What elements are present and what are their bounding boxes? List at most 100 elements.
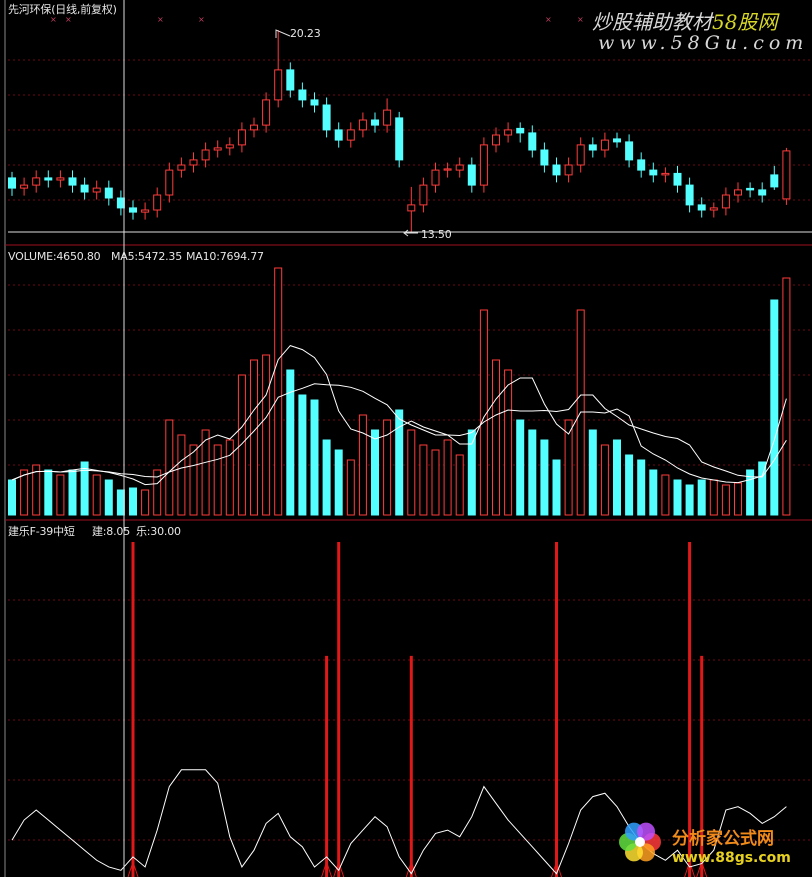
indicator-le-value: 乐:30.00 — [136, 525, 181, 538]
logo-center — [635, 837, 645, 847]
candle-body — [225, 144, 234, 149]
spike-triangle — [333, 860, 345, 877]
volume-bar — [685, 484, 694, 516]
volume-bar — [600, 444, 609, 516]
candle-body — [431, 169, 440, 186]
volume-bar — [407, 429, 416, 516]
spike-triangle — [321, 860, 333, 877]
spike-triangle — [684, 860, 696, 877]
volume-bar — [734, 482, 742, 516]
candle-body — [8, 177, 16, 189]
volume-bar — [153, 469, 162, 516]
volume-legend-ma10: MA10:7694.77 — [186, 250, 264, 263]
candle-body — [358, 119, 367, 131]
candle-body — [213, 147, 222, 151]
candle-body — [600, 139, 609, 151]
volume-bar — [540, 439, 549, 516]
volume-bar — [68, 469, 77, 516]
volume-bar — [467, 429, 476, 516]
indicator-jian-value: 建:8.05 — [92, 525, 130, 538]
candle-body — [80, 184, 89, 193]
spike-triangle — [551, 860, 562, 877]
volume-bar — [274, 267, 283, 516]
candle-body — [322, 104, 331, 131]
signal-marker: × — [545, 15, 552, 24]
candle-body — [552, 164, 561, 176]
volume-bar — [213, 444, 222, 516]
volume-bar — [201, 429, 210, 516]
candle-body — [189, 159, 198, 166]
volume-bar — [419, 444, 428, 516]
volume-bar — [673, 479, 682, 516]
watermark-88gs-title: 分析家公式网 — [672, 829, 774, 849]
candle-body — [141, 209, 150, 213]
candle-body — [129, 207, 137, 213]
volume-bar — [552, 459, 561, 516]
signal-marker: × — [50, 15, 57, 24]
volume-bar — [661, 474, 670, 516]
volume-bar — [20, 469, 29, 516]
volume-bar — [32, 464, 41, 516]
volume-bar — [504, 369, 513, 516]
watermark-58gu-title: 炒股辅助教材58股网 — [592, 6, 777, 35]
signal-marker: × — [577, 15, 584, 24]
indicator-name: 建乐F-39中短 — [8, 525, 75, 538]
volume-bar — [782, 277, 791, 516]
volume-bar — [80, 461, 89, 516]
candle-body — [201, 149, 210, 161]
volume-bar — [250, 359, 258, 516]
volume-bar — [56, 474, 65, 516]
candle-body — [576, 144, 585, 166]
volume-bar — [225, 439, 234, 516]
candle-body — [286, 69, 295, 91]
candle-body — [92, 187, 101, 193]
volume-bar — [528, 429, 537, 516]
candle-body — [709, 207, 718, 211]
volume-bar — [443, 439, 452, 516]
watermark-brand: 58股网 — [712, 10, 778, 34]
candle-body — [564, 164, 573, 176]
volume-bar — [770, 299, 779, 516]
candle-body — [310, 99, 319, 106]
volume-bar — [322, 439, 331, 516]
volume-bar — [383, 419, 392, 516]
volume-bar — [298, 394, 307, 516]
signal-marker: × — [198, 15, 205, 24]
signal-marker: × — [157, 15, 164, 24]
candle-body — [455, 164, 464, 171]
candle-body — [697, 204, 706, 211]
candle-body — [68, 177, 77, 186]
candle-body — [346, 129, 355, 141]
low-price-label: 13.50 — [421, 228, 452, 241]
volume-bar — [564, 419, 573, 516]
candle-body — [237, 129, 246, 146]
volume-bar — [92, 474, 101, 516]
signal-marker: × — [65, 15, 72, 24]
candle-body — [395, 117, 404, 161]
volume-bar — [455, 454, 464, 516]
candle-body — [685, 184, 694, 206]
volume-bar — [758, 461, 767, 516]
volume-bar — [286, 369, 295, 516]
high-pointer — [275, 29, 291, 38]
spike-triangle — [405, 860, 417, 877]
candle-body — [721, 194, 730, 209]
volume-bar — [44, 469, 53, 516]
volume-bar — [516, 419, 525, 516]
volume-bar — [358, 414, 367, 516]
candle-body — [782, 150, 791, 200]
candle-body — [734, 189, 742, 196]
volume-bar — [649, 469, 658, 516]
candle-body — [274, 69, 283, 101]
volume-bar — [588, 429, 597, 516]
volume-bar — [189, 444, 198, 516]
volume-bar — [395, 409, 404, 516]
candle-body — [177, 164, 186, 171]
candle-body — [479, 144, 488, 186]
candle-body — [492, 134, 500, 146]
candle-body — [44, 177, 53, 181]
volume-legend-ma5: MA5:5472.35 — [111, 250, 183, 263]
volume-bar — [709, 479, 718, 516]
indicator-line — [11, 769, 787, 875]
